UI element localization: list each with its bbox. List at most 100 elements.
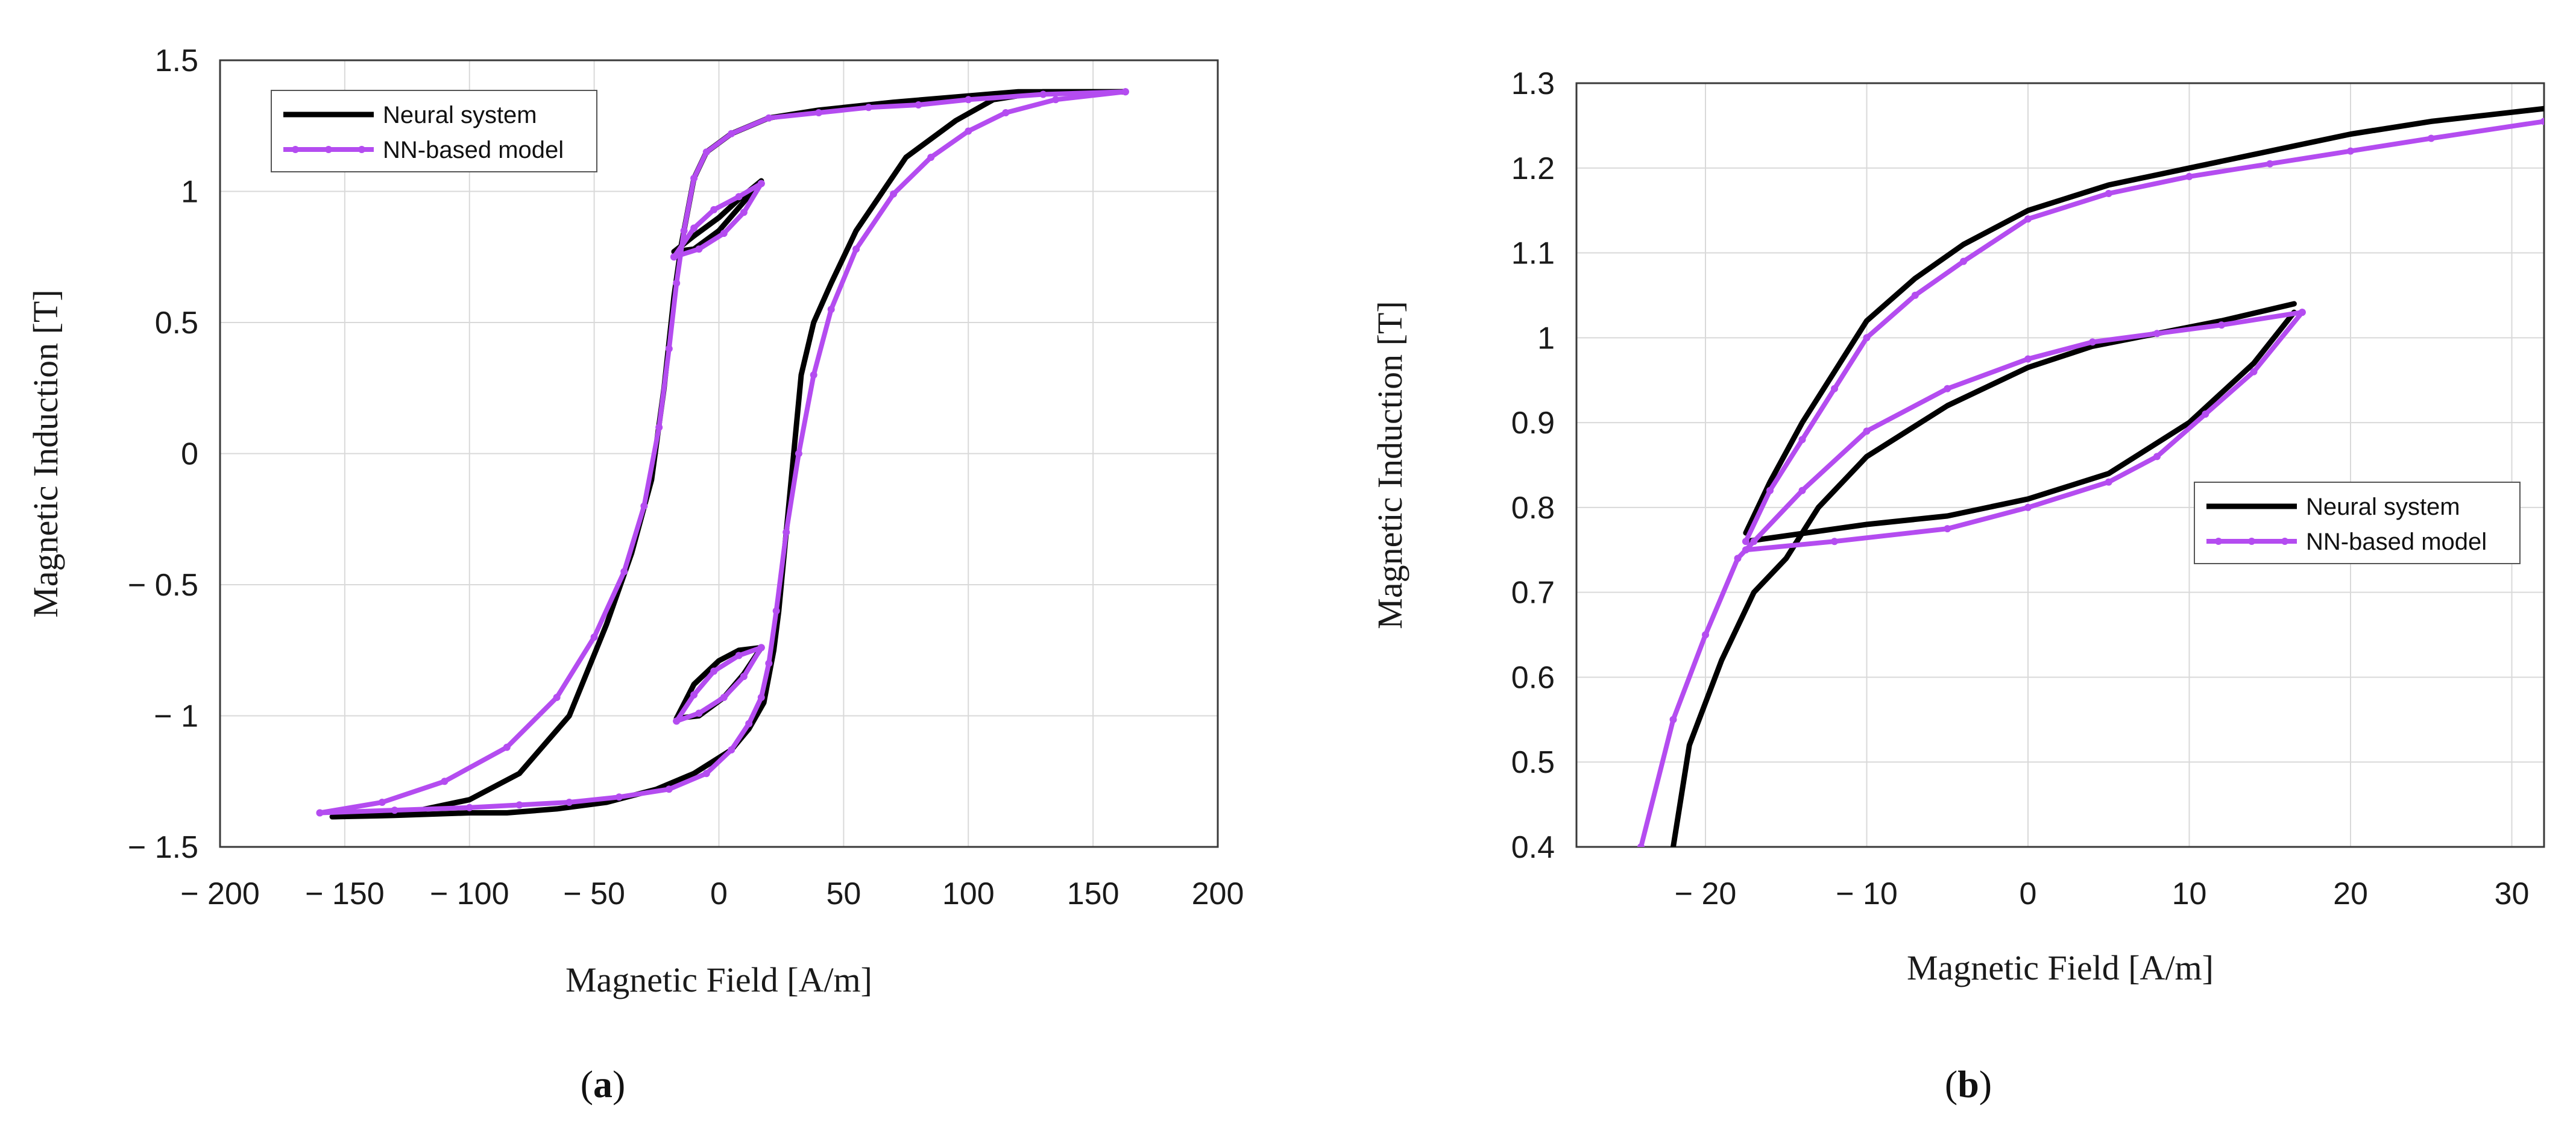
x-axis-label: Magnetic Field [A/m] bbox=[565, 960, 872, 999]
data-point bbox=[740, 209, 748, 216]
y-tick-label: − 1 bbox=[154, 699, 198, 734]
y-tick-label: − 0.5 bbox=[128, 568, 198, 603]
data-point bbox=[673, 717, 681, 725]
y-tick-label: 1.3 bbox=[1511, 66, 1555, 101]
data-point bbox=[702, 148, 710, 156]
data-point bbox=[745, 720, 753, 728]
data-point bbox=[735, 652, 743, 659]
data-point bbox=[680, 227, 688, 234]
series-nn-based-model bbox=[1637, 118, 2544, 847]
data-point bbox=[620, 568, 628, 576]
data-point bbox=[590, 634, 598, 641]
series-neural-system bbox=[1671, 105, 2544, 847]
data-point bbox=[441, 778, 449, 785]
x-tick-label: 150 bbox=[1067, 876, 1120, 911]
data-point bbox=[503, 743, 511, 751]
y-axis-label: Magnetic Induction [T] bbox=[26, 289, 65, 617]
plot-frame bbox=[1575, 82, 2545, 848]
data-point bbox=[1944, 385, 1951, 392]
y-tick-label: 0.6 bbox=[1511, 660, 1555, 695]
x-tick-label: 30 bbox=[2495, 876, 2530, 911]
data-point bbox=[1002, 109, 1010, 116]
data-point bbox=[1702, 631, 1709, 639]
data-point bbox=[815, 109, 822, 116]
x-tick-label: 50 bbox=[826, 876, 861, 911]
data-point bbox=[690, 691, 698, 699]
data-point bbox=[2105, 190, 2112, 197]
y-tick-label: 1.1 bbox=[1511, 236, 1555, 271]
x-axis-label: Magnetic Field [A/m] bbox=[1907, 948, 2214, 987]
data-point bbox=[710, 206, 718, 213]
data-point bbox=[927, 154, 935, 161]
data-point bbox=[2427, 134, 2435, 142]
series-line bbox=[329, 89, 1126, 820]
data-point bbox=[2105, 478, 2112, 486]
plot-area bbox=[316, 88, 1129, 820]
data-point bbox=[695, 709, 703, 717]
data-point bbox=[665, 345, 673, 353]
x-tick-label: − 50 bbox=[563, 876, 625, 911]
data-point bbox=[655, 424, 663, 431]
data-point bbox=[2024, 215, 2032, 223]
data-point bbox=[757, 644, 765, 652]
data-point bbox=[1944, 525, 1951, 533]
data-point bbox=[1052, 96, 1060, 104]
series-line bbox=[673, 644, 764, 722]
data-point bbox=[515, 801, 523, 809]
y-tick-label: 0 bbox=[181, 437, 198, 472]
data-point bbox=[864, 104, 872, 112]
data-point bbox=[2185, 172, 2193, 180]
data-point bbox=[1863, 334, 1871, 342]
data-point bbox=[616, 793, 623, 801]
y-tick-label: 1.2 bbox=[1511, 151, 1555, 186]
y-tick-label: 1 bbox=[181, 175, 198, 210]
data-point bbox=[1766, 486, 1774, 494]
data-point bbox=[720, 230, 728, 237]
data-point bbox=[665, 785, 673, 793]
series-line bbox=[317, 89, 1128, 816]
data-point bbox=[378, 799, 386, 806]
x-tick-label: 20 bbox=[2333, 876, 2368, 911]
x-tick-label: − 200 bbox=[180, 876, 260, 911]
data-point bbox=[765, 114, 773, 122]
data-point bbox=[757, 180, 765, 187]
legend-marker bbox=[358, 146, 365, 153]
series-line bbox=[1743, 309, 2297, 544]
data-point bbox=[1911, 291, 1919, 299]
plot-area bbox=[1637, 105, 2544, 847]
data-point bbox=[1960, 257, 1967, 265]
data-point bbox=[316, 809, 324, 817]
data-point bbox=[740, 673, 748, 681]
legend-marker bbox=[2248, 538, 2255, 545]
x-tick-label: − 100 bbox=[430, 876, 509, 911]
data-point bbox=[695, 245, 703, 253]
y-tick-label: 1 bbox=[1537, 321, 1555, 356]
data-point bbox=[765, 659, 773, 667]
data-point bbox=[2089, 338, 2096, 346]
legend-box bbox=[2194, 482, 2521, 564]
data-point bbox=[673, 279, 681, 287]
chart-a: − 200 − 150 − 100 − 50 0 50 100 150 200 − 1.5 − 1 −… bbox=[26, 43, 1244, 1105]
data-point bbox=[553, 694, 561, 701]
legend-marker bbox=[2215, 538, 2222, 545]
plot-frame bbox=[219, 59, 1219, 848]
x-tick-label: 10 bbox=[2172, 876, 2207, 911]
data-point bbox=[1669, 715, 1677, 723]
data-point bbox=[2298, 309, 2306, 316]
data-point bbox=[702, 770, 710, 778]
series-line bbox=[317, 89, 1128, 816]
legend-box bbox=[271, 90, 597, 172]
data-point bbox=[391, 807, 398, 814]
chart-b: − 20 − 10 0 10 20 30 0.4 0.5 0.6 0.7 0.8 0.9 1 1.1 1.2… bbox=[1370, 66, 2545, 1105]
data-point bbox=[2218, 321, 2225, 329]
data-point bbox=[728, 130, 735, 137]
data-point bbox=[1798, 436, 1806, 444]
data-point bbox=[795, 450, 802, 458]
y-tick-label: 0.4 bbox=[1511, 830, 1555, 865]
x-tick-label: 0 bbox=[2020, 876, 2037, 911]
data-point bbox=[2250, 368, 2258, 376]
x-tick-label: 100 bbox=[942, 876, 995, 911]
y-tick-label: 0.5 bbox=[155, 306, 198, 341]
data-point bbox=[2347, 147, 2354, 155]
